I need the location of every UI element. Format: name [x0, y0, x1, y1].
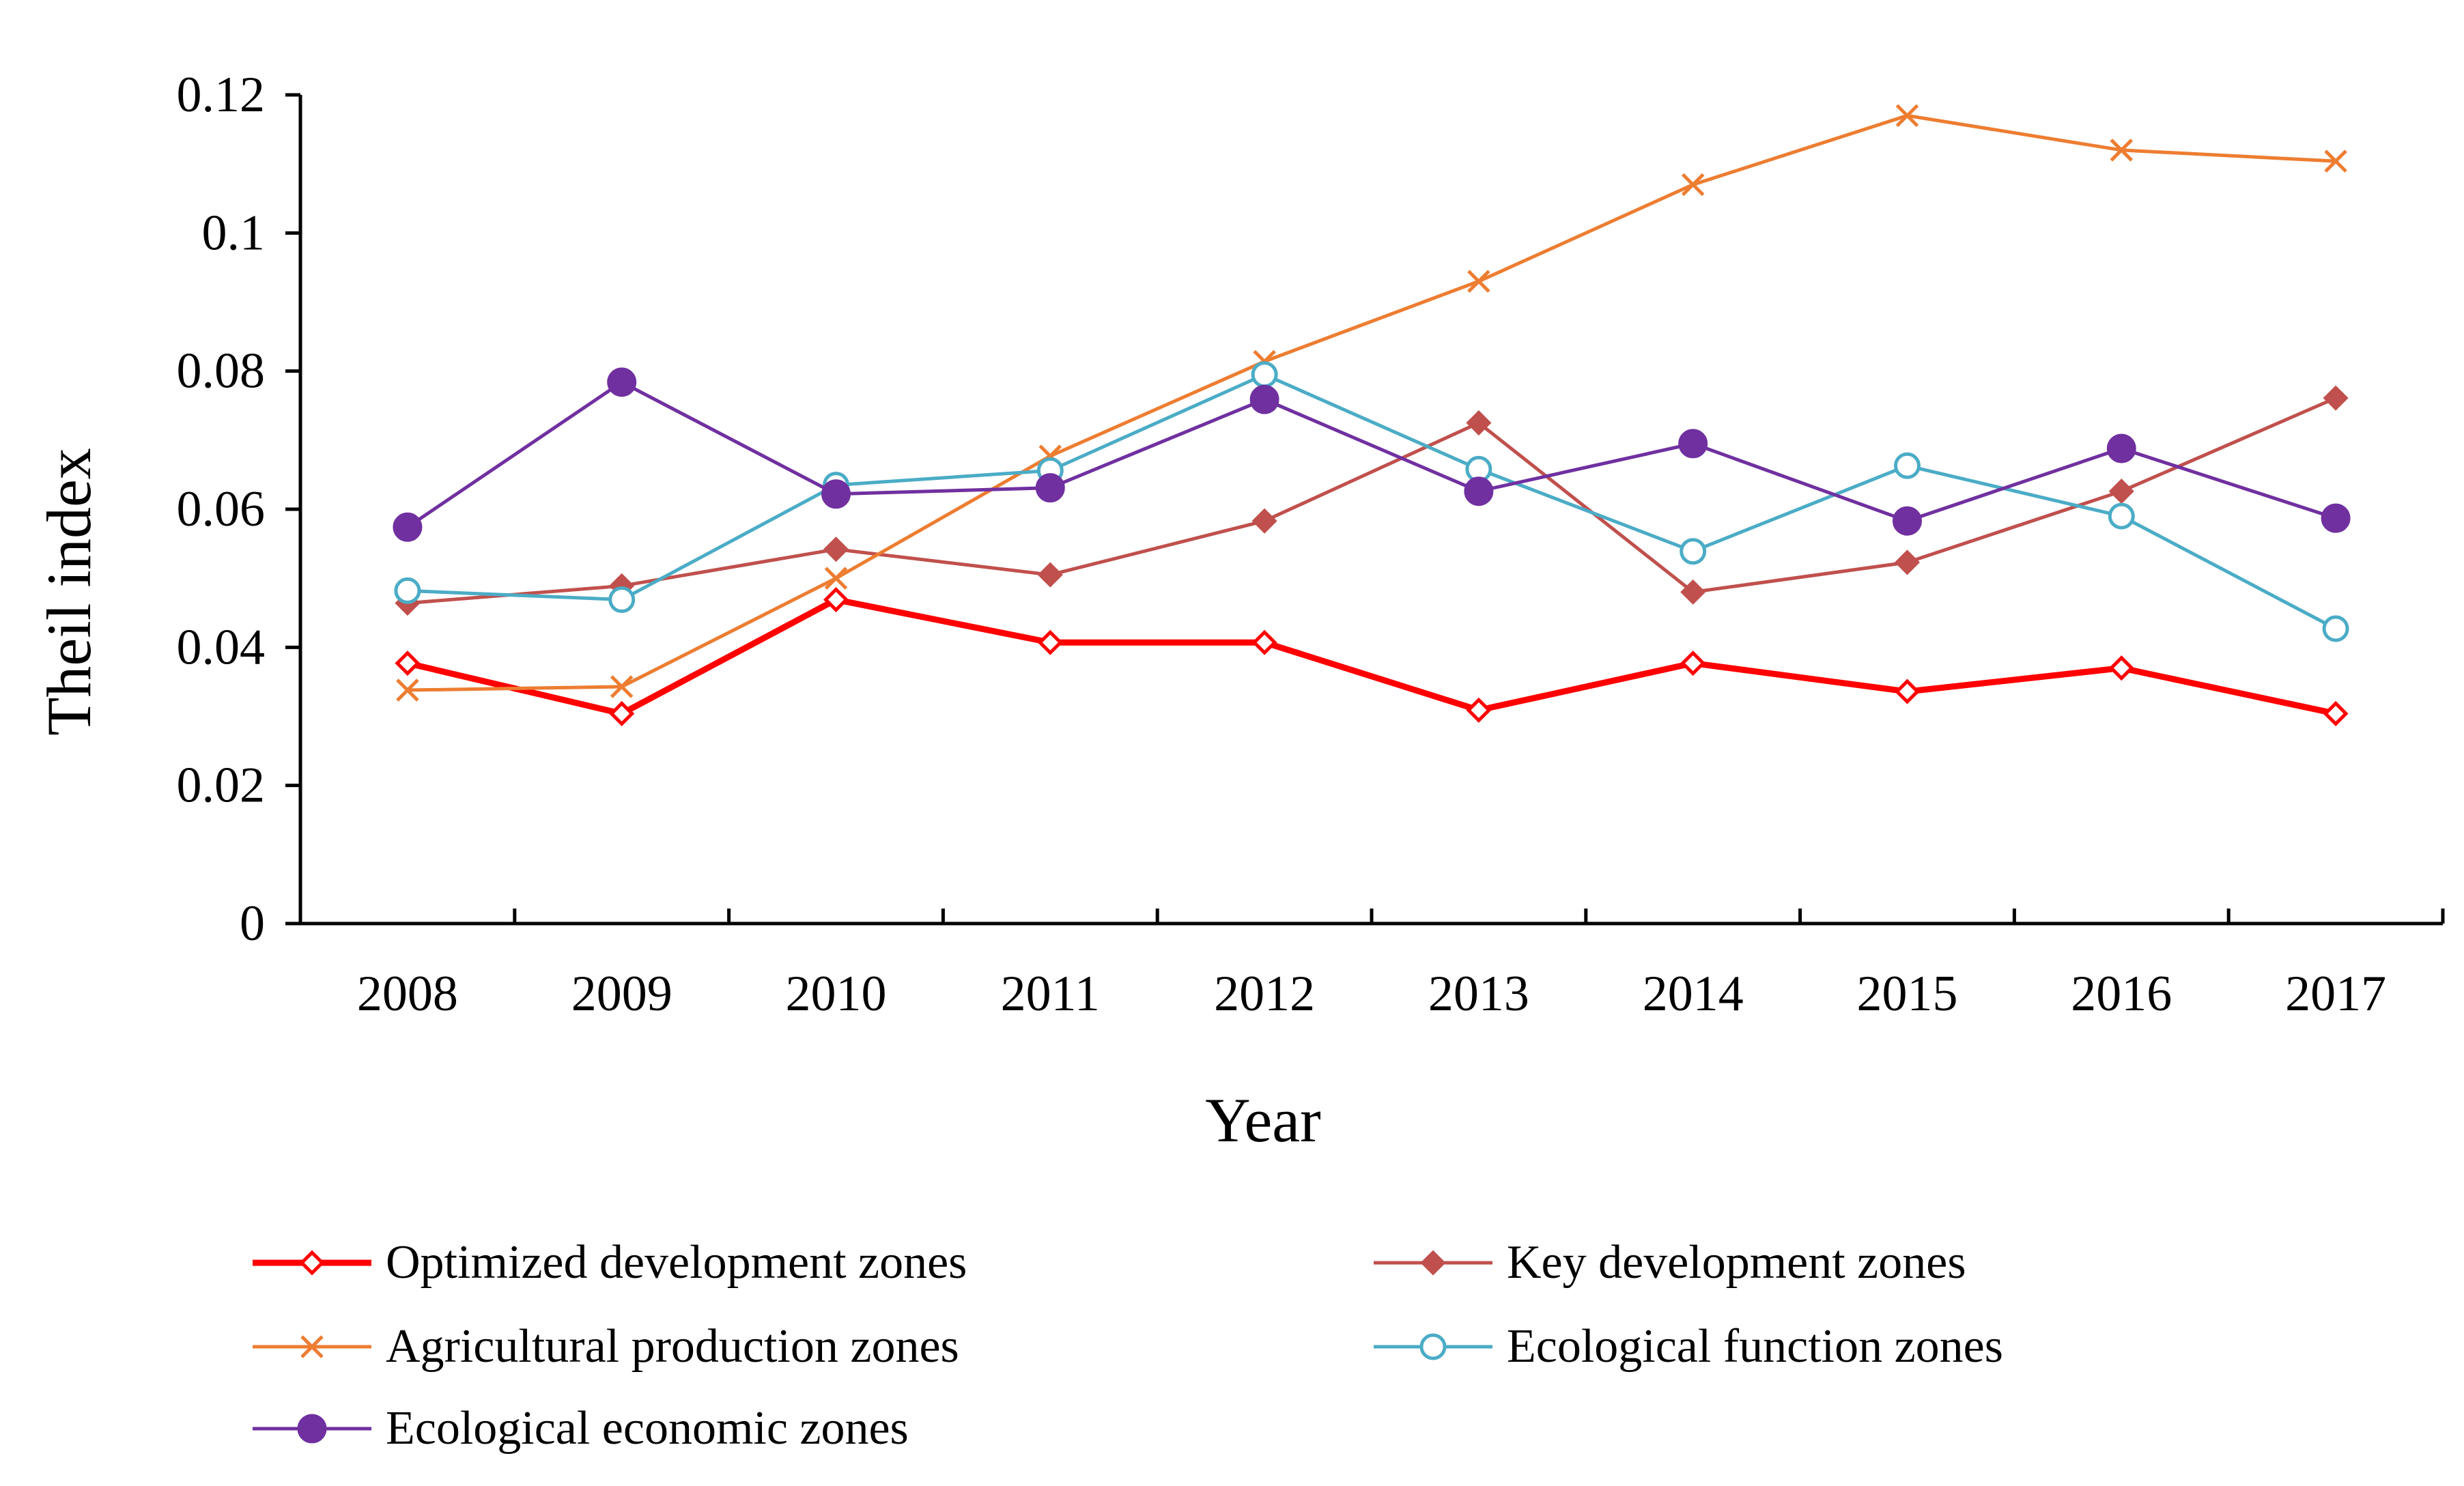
data-point-diamond — [1251, 508, 1277, 534]
x-axis-title: Year — [1205, 1085, 1321, 1155]
data-point-diamond — [299, 1250, 325, 1276]
y-tick-label: 0.1 — [202, 205, 266, 261]
data-point-circle — [1419, 1333, 1447, 1360]
series-ecological-economic-zones — [393, 367, 2351, 542]
x-tick-label: 2010 — [786, 966, 887, 1022]
y-tick-label: 0.04 — [177, 619, 266, 675]
data-point-circle — [2106, 433, 2136, 463]
data-point-diamond — [1037, 562, 1063, 588]
data-point-x — [610, 675, 634, 698]
data-point-x — [300, 1335, 324, 1358]
data-point-diamond — [1466, 410, 1492, 436]
x-tick-label: 2014 — [1643, 966, 1744, 1022]
legend-item: Optimized development zones — [253, 1236, 967, 1289]
data-point-circle — [608, 586, 636, 614]
data-point-diamond — [2108, 655, 2134, 681]
y-tick-label: 0.06 — [177, 481, 266, 537]
data-point-diamond — [1894, 678, 1921, 704]
data-point-circle — [1035, 473, 1065, 503]
series-line — [406, 596, 2337, 717]
x-tick-label: 2012 — [1214, 966, 1315, 1022]
data-point-circle — [1893, 506, 1922, 536]
x-tick-label: 2013 — [1428, 966, 1529, 1022]
data-point-diamond — [1680, 579, 1706, 605]
data-point-circle — [297, 1414, 327, 1444]
data-point-circle — [1680, 538, 1707, 565]
data-point-x — [2110, 139, 2134, 162]
legend-item: Agricultural production zones — [253, 1320, 959, 1373]
data-point-x — [2324, 149, 2347, 173]
data-point-diamond — [1894, 549, 1921, 575]
data-point-circle — [1678, 429, 1708, 459]
data-point-diamond — [609, 700, 635, 726]
series-line — [407, 396, 2337, 605]
axes: 0 0.02 0.04 0.06 0.08 0.1 0.12 2008 2009 2010 2011… — [177, 67, 2445, 1022]
data-point-x — [1895, 104, 1919, 128]
legend-label: Key development zones — [1507, 1236, 1966, 1289]
legend-item: Ecological economic zones — [253, 1402, 909, 1455]
data-point-diamond — [1251, 629, 1277, 655]
data-point-circle — [393, 512, 423, 542]
data-point-circle — [1249, 384, 1279, 414]
legend-label: Optimized development zones — [386, 1236, 967, 1289]
legend-label: Ecological function zones — [1507, 1320, 2003, 1373]
data-point-circle — [1251, 361, 1278, 388]
series-line — [406, 380, 2336, 529]
data-point-circle — [394, 577, 421, 604]
data-point-diamond — [823, 537, 849, 562]
data-point-diamond — [395, 651, 421, 676]
data-point-circle — [1894, 452, 1921, 479]
data-point-circle — [1464, 476, 1494, 506]
x-marker-stroke — [396, 678, 419, 702]
x-marker-stroke — [1681, 173, 1705, 197]
series-ecological-function-zones — [394, 361, 2349, 642]
data-point-diamond — [2108, 478, 2134, 504]
x-marker-stroke — [2324, 149, 2347, 173]
data-point-diamond — [2323, 700, 2349, 726]
x-tick-label: 2015 — [1857, 966, 1958, 1022]
x-marker-stroke — [2110, 139, 2134, 162]
series-line — [407, 372, 2337, 631]
y-tick-label: 0.08 — [177, 343, 266, 399]
data-point-diamond — [1466, 697, 1492, 723]
data-point-x — [396, 678, 419, 702]
x-tick-label: 2016 — [2071, 966, 2172, 1022]
data-point-circle — [2108, 502, 2135, 530]
data-point-circle — [2321, 503, 2351, 533]
series-optimized-development-zones — [395, 586, 2349, 726]
data-point-diamond — [1420, 1250, 1446, 1276]
legend-label: Agricultural production zones — [386, 1320, 959, 1373]
legend-item: Ecological function zones — [1374, 1320, 2003, 1373]
data-point-x — [824, 567, 848, 590]
series-line — [407, 113, 2336, 692]
data-point-diamond — [823, 586, 849, 613]
x-marker-stroke — [610, 675, 634, 698]
x-tick-label: 2009 — [571, 966, 672, 1022]
y-axis-title: Theil index — [34, 448, 104, 736]
y-tick-label: 0.02 — [177, 758, 266, 814]
x-marker-stroke — [300, 1335, 324, 1358]
data-point-diamond — [1037, 629, 1063, 655]
x-marker-stroke — [1467, 270, 1490, 293]
y-tick-label: 0.12 — [177, 67, 266, 123]
data-point-circle — [2322, 615, 2349, 642]
legend-label: Ecological economic zones — [386, 1402, 909, 1455]
legend-item: Key development zones — [1374, 1236, 1966, 1289]
series-agricultural-production-zones — [396, 104, 2347, 702]
data-point-x — [1467, 270, 1490, 293]
y-tick-label: 0 — [240, 896, 265, 952]
data-point-diamond — [2323, 385, 2349, 411]
data-point-circle — [607, 367, 637, 397]
x-tick-label: 2008 — [357, 966, 458, 1022]
data-point-circle — [821, 479, 851, 509]
data-point-x — [1681, 173, 1705, 197]
x-marker-stroke — [1895, 104, 1919, 128]
x-marker-stroke — [824, 567, 848, 590]
data-point-diamond — [1680, 651, 1706, 676]
x-tick-label: 2017 — [2285, 966, 2386, 1022]
x-tick-label: 2011 — [1001, 966, 1100, 1022]
series-layer — [393, 104, 2351, 726]
legend: Optimized development zones Key developme… — [253, 1236, 2003, 1455]
